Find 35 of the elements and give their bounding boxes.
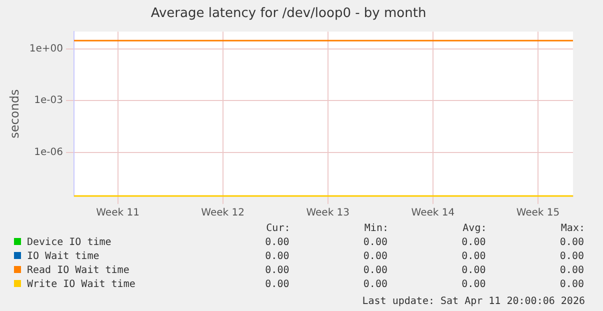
x-tick-label: Week 14 <box>411 208 455 219</box>
text: 0.00 <box>362 264 388 278</box>
text: 0.00 <box>558 236 585 250</box>
x-tick-label: Week 12 <box>201 208 244 219</box>
text: 0.00 <box>264 236 290 250</box>
text: 0.00 <box>264 264 290 278</box>
y-tick-label: 1e-06 <box>34 147 64 158</box>
x-tick-label: Week 15 <box>516 208 560 219</box>
text: Max: <box>560 222 585 236</box>
chart-title: Average latency for /dev/loop0 - by month <box>150 6 426 22</box>
text: 0.00 <box>264 278 290 292</box>
text: Avg: <box>462 222 487 236</box>
text: Cur: <box>265 222 290 236</box>
x-tick-label: Week 11 <box>96 208 140 219</box>
text: 0.00 <box>460 250 487 264</box>
text: 0.00 <box>460 236 487 250</box>
text: Min: <box>363 222 388 236</box>
text: 0.00 <box>362 250 388 264</box>
y-tick-label: 1e+00 <box>29 43 64 54</box>
legend-label: Read IO Wait time <box>27 265 130 276</box>
text: 0.00 <box>362 278 388 292</box>
legend-label: Write IO Wait time <box>27 279 136 290</box>
legend-label: Device IO time <box>27 237 112 248</box>
legend-label: IO Wait time <box>27 251 100 262</box>
y-tick-label: 1e-03 <box>34 95 64 106</box>
text: Last update: Sat Apr 11 20:00:06 2026 <box>362 296 585 307</box>
text: 0.00 <box>558 278 585 292</box>
text: 0.00 <box>460 278 487 292</box>
x-tick-label: Week 13 <box>306 208 350 219</box>
text: 0.00 <box>460 264 487 278</box>
text: 0.00 <box>264 250 290 264</box>
text: 0.00 <box>362 236 388 250</box>
text: 0.00 <box>558 264 585 278</box>
text: 0.00 <box>558 250 585 264</box>
y-axis-title: seconds <box>7 89 22 138</box>
